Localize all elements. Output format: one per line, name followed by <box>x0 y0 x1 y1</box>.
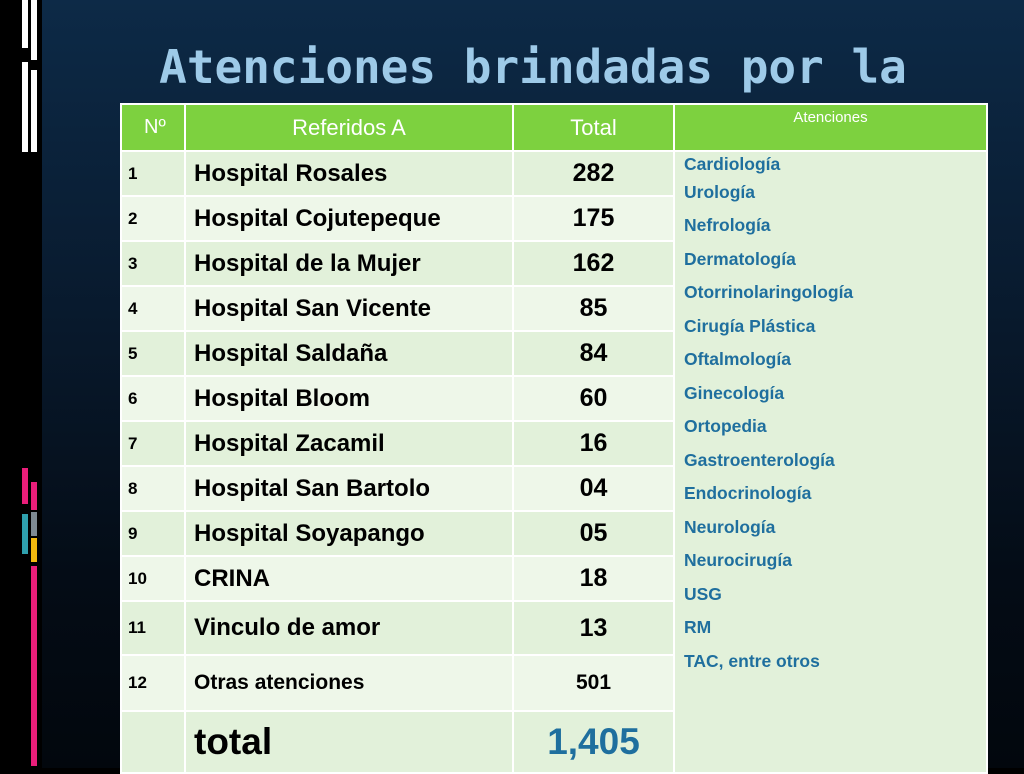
header-num: Nº <box>120 103 186 152</box>
service-item: Cardiología <box>684 154 781 174</box>
service-item: RM <box>684 617 712 637</box>
row-total: 13 <box>512 600 675 656</box>
deco-pink-bar <box>31 566 37 766</box>
row-number: 1 <box>120 150 186 197</box>
row-hospital-name: Vinculo de amor <box>184 600 514 656</box>
service-item: USG <box>684 583 722 604</box>
row-hospital-name: Hospital Zacamil <box>184 420 514 467</box>
row-hospital-name: Hospital Rosales <box>184 150 514 197</box>
row-number: 12 <box>120 654 186 712</box>
deco-teal-bar <box>22 514 28 554</box>
row-hospital-name: Hospital de la Mujer <box>184 240 514 287</box>
slide-title: Atenciones brindadas por la <box>159 40 907 94</box>
row-total: 18 <box>512 555 675 602</box>
table-row: 6 Hospital Bloom 60 <box>120 375 987 422</box>
row-hospital-name: Hospital Soyapango <box>184 510 514 557</box>
header-referidos: Referidos A <box>184 103 514 152</box>
row-total: 175 <box>512 195 675 242</box>
row-hospital-name: Otras atenciones <box>184 654 514 712</box>
table-row: 4 Hospital San Vicente 85 <box>120 285 987 332</box>
deco-white-bar <box>31 0 37 60</box>
row-number: 7 <box>120 420 186 467</box>
header-atenciones: Atenciones <box>673 103 988 152</box>
table-row: 9 Hospital Soyapango 05 <box>120 510 987 557</box>
services-list: Cardiología Urología Nefrología Dermatol… <box>684 153 985 678</box>
row-total: 84 <box>512 330 675 377</box>
row-number: 2 <box>120 195 186 242</box>
row-number: 8 <box>120 465 186 512</box>
row-total: 04 <box>512 465 675 512</box>
row-total: 501 <box>512 654 675 712</box>
row-number: 9 <box>120 510 186 557</box>
table-header-row: Nº Referidos A Total Atenciones <box>120 103 988 152</box>
table-row: 2 Hospital Cojutepeque 175 <box>120 195 987 242</box>
row-total: 162 <box>512 240 675 287</box>
row-number: 10 <box>120 555 186 602</box>
total-label: total <box>184 710 514 774</box>
row-hospital-name: CRINA <box>184 555 514 602</box>
left-decoration-strip <box>0 0 42 768</box>
table-row: 7 Hospital Zacamil 16 <box>120 420 987 467</box>
deco-pink-bar <box>31 482 37 510</box>
service-item: Dermatología <box>684 248 796 269</box>
deco-pink-bar <box>22 468 28 504</box>
row-total: 05 <box>512 510 675 557</box>
service-item: Gastroenterología <box>684 449 835 470</box>
row-total: 16 <box>512 420 675 467</box>
row-hospital-name: Hospital San Vicente <box>184 285 514 332</box>
total-row-empty-cell <box>120 710 186 774</box>
row-hospital-name: Hospital San Bartolo <box>184 465 514 512</box>
deco-gray-bar <box>31 512 37 536</box>
deco-white-bar <box>22 62 28 152</box>
service-item: Endocrinología <box>684 483 812 503</box>
row-hospital-name: Hospital Bloom <box>184 375 514 422</box>
service-item: Oftalmología <box>684 349 791 369</box>
row-number: 3 <box>120 240 186 287</box>
deco-white-bar <box>22 0 28 48</box>
service-item: Ginecología <box>684 382 785 403</box>
deco-gold-bar <box>31 538 37 562</box>
row-total: 60 <box>512 375 675 422</box>
row-number: 6 <box>120 375 186 422</box>
service-item: Nefrología <box>684 215 771 235</box>
row-number: 4 <box>120 285 186 332</box>
table-row: 5 Hospital Saldaña 84 <box>120 330 987 377</box>
total-value: 1,405 <box>512 710 675 774</box>
row-total: 282 <box>512 150 675 197</box>
service-item: Neurocirugía <box>684 550 792 570</box>
table-row: 1 Hospital Rosales 282 Cardiología Urolo… <box>120 150 988 774</box>
service-item: Ortopedia <box>684 416 767 436</box>
deco-white-bar <box>31 70 37 152</box>
service-item: Otorrinolaringología <box>684 282 854 302</box>
header-total: Total <box>512 103 675 152</box>
service-item: Cirugía Plástica <box>684 315 816 336</box>
table-row: 10 CRINA 18 <box>120 555 987 602</box>
row-number: 5 <box>120 330 186 377</box>
row-total: 85 <box>512 285 675 332</box>
service-item: TAC, entre otros <box>684 650 820 671</box>
service-item: Urología <box>684 182 755 202</box>
row-number: 11 <box>120 600 186 656</box>
table-row: 8 Hospital San Bartolo 04 <box>120 465 987 512</box>
table-row: 11 Vinculo de amor 13 <box>120 600 987 656</box>
table-row: 12 Otras atenciones 501 <box>120 654 987 712</box>
referrals-table: Nº Referidos A Total Atenciones 1 Hospit… <box>120 103 988 774</box>
row-hospital-name: Hospital Saldaña <box>184 330 514 377</box>
service-item: Neurología <box>684 516 776 537</box>
row-hospital-name: Hospital Cojutepeque <box>184 195 514 242</box>
table-row: 3 Hospital de la Mujer 162 <box>120 240 987 287</box>
services-cell: Cardiología Urología Nefrología Dermatol… <box>673 150 988 774</box>
